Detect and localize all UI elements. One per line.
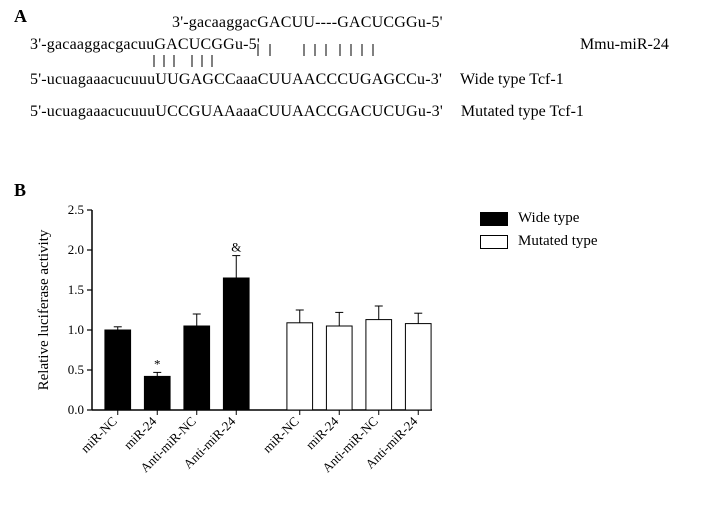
legend-swatch-wt (480, 212, 508, 226)
svg-text:2.5: 2.5 (68, 202, 84, 217)
chart-svg: 0.0 0.5 1.0 1.5 2.0 2.5 Relative luciferase ac… (30, 200, 450, 500)
svg-text:miR-24: miR-24 (121, 413, 160, 452)
seq-line4: 5'-ucuagaaacucuuuUCCGUAAaaaCUUAACCGACUCU… (30, 101, 443, 123)
svg-text:2.0: 2.0 (68, 242, 84, 257)
svg-text:Relative luciferase activity: Relative luciferase activity (36, 229, 52, 390)
chart-legend: Wide type Mutated type (480, 210, 598, 256)
svg-text:0.0: 0.0 (68, 402, 84, 417)
svg-text:0.5: 0.5 (68, 362, 84, 377)
svg-text:*: * (154, 356, 161, 371)
sequence-block: 3'-gacaaggacGACUU----GACUCGGu-5' 3'-gaca… (30, 12, 669, 124)
legend-item-wt: Wide type (480, 210, 598, 227)
seq-line2: 3'-gacaaggacgacuuGACUCGGu-5' (30, 34, 260, 56)
seq-line3: 5'-ucuagaaacucuuuUUGAGCCaaaCUUAACCCUGAGC… (30, 69, 442, 91)
legend-label-wt: Wide type (518, 210, 579, 227)
panel-b-label: B (14, 180, 26, 201)
seq-line1: 3'-gacaaggacGACUU----GACUCGGu-5' (172, 12, 443, 34)
seq-label-wt: Wide type Tcf-1 (460, 69, 564, 91)
svg-text:&: & (231, 240, 241, 255)
luciferase-chart: 0.0 0.5 1.0 1.5 2.0 2.5 Relative luciferase ac… (30, 200, 450, 500)
legend-item-mut: Mutated type (480, 233, 598, 250)
seq-label-mir24: Mmu-miR-24 (580, 34, 669, 56)
legend-swatch-mut (480, 235, 508, 249)
legend-label-mut: Mutated type (518, 233, 598, 250)
svg-text:miR-24: miR-24 (303, 413, 342, 452)
pairing-ticks-left (148, 55, 238, 69)
svg-text:miR-NC: miR-NC (260, 414, 302, 456)
seq-label-mut: Mutated type Tcf-1 (461, 101, 584, 123)
svg-text:1.5: 1.5 (68, 282, 84, 297)
svg-text:1.0: 1.0 (68, 322, 84, 337)
svg-text:miR-NC: miR-NC (78, 414, 120, 456)
panel-a-label: A (14, 6, 27, 27)
